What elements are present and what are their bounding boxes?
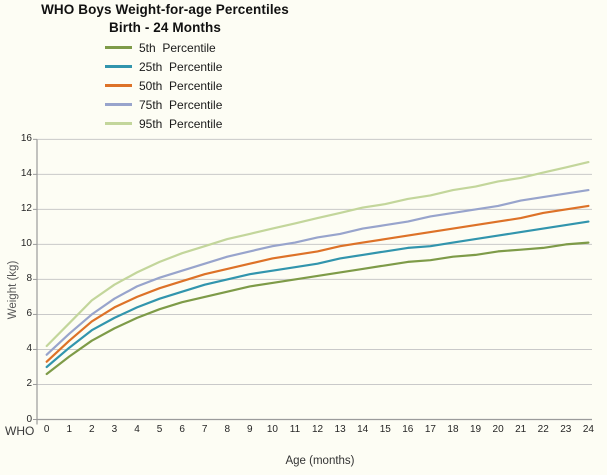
chart-title-line2: Birth - 24 Months (109, 20, 221, 35)
legend-line-swatch (105, 84, 132, 87)
legend-line-swatch (105, 65, 132, 68)
x-tick-label: 18 (447, 424, 459, 435)
y-tick-label: 0 (26, 413, 32, 425)
series-line-5th (45, 241, 590, 376)
y-tick-label: 14 (20, 168, 32, 180)
y-tick-label: 4 (26, 343, 32, 355)
x-axis-title: Age (months) (285, 455, 355, 467)
legend-item: 50th Percentile (105, 76, 222, 95)
y-tick-label: 12 (20, 203, 32, 215)
x-tick-label: 12 (311, 424, 324, 435)
legend-item: 5th Percentile (105, 38, 222, 57)
x-tick-label: 9 (247, 424, 253, 435)
x-tick-label: 14 (357, 424, 369, 435)
legend-item: 95th Percentile (105, 114, 222, 133)
x-tick-label: 24 (582, 424, 594, 435)
legend-label: 25th Percentile (139, 59, 223, 74)
x-tick-label: 6 (179, 424, 185, 435)
x-tick-label: 19 (469, 424, 482, 435)
legend-line-swatch (105, 122, 132, 125)
x-tick-label: 17 (424, 424, 436, 435)
x-tick-label: 3 (111, 424, 118, 435)
x-tick-label: 4 (134, 424, 140, 435)
x-tick-label: 7 (201, 424, 208, 435)
y-axis-title: Weight (kg) (7, 260, 19, 320)
x-tick-label: 10 (266, 424, 278, 435)
legend-item: 25th Percentile (105, 57, 222, 76)
x-tick-label: 0 (43, 424, 50, 435)
y-tick-label: 16 (20, 133, 32, 145)
legend-label: 50th Percentile (139, 78, 223, 93)
x-tick-label: 21 (515, 424, 527, 435)
x-tick-label: 1 (66, 424, 73, 435)
legend-line-swatch (105, 46, 132, 49)
y-tick-label: 6 (26, 308, 32, 320)
x-axis-prefix-label: WHO (5, 424, 35, 438)
x-tick-label: 23 (560, 424, 572, 435)
y-tick-label: 10 (20, 238, 32, 250)
x-tick-label: 22 (537, 424, 549, 435)
series-line-75th (45, 189, 590, 356)
legend-label: 5th Percentile (139, 40, 216, 55)
series-line-95th (45, 161, 590, 348)
y-tick-label: 8 (26, 273, 32, 285)
x-tick-label: 11 (289, 424, 301, 435)
x-tick-label: 20 (492, 424, 504, 435)
legend-label: 75th Percentile (139, 97, 223, 112)
x-tick-label: 2 (89, 424, 95, 435)
y-tick-label: 2 (26, 378, 32, 390)
legend-item: 75th Percentile (105, 95, 222, 114)
x-tick-label: 13 (334, 424, 346, 435)
x-tick-label: 15 (379, 424, 391, 435)
x-tick-label: 5 (156, 424, 163, 435)
chart-title-line1: WHO Boys Weight-for-age Percentiles (41, 2, 289, 17)
series-line-25th (45, 220, 590, 369)
series-line-50th (45, 204, 590, 363)
legend-line-swatch (105, 103, 132, 106)
legend: 5th Percentile 25th Percentile 50th Percen… (105, 38, 222, 133)
x-tick-label: 8 (224, 424, 231, 435)
x-tick-label: 16 (402, 424, 414, 435)
legend-label: 95th Percentile (139, 116, 223, 131)
